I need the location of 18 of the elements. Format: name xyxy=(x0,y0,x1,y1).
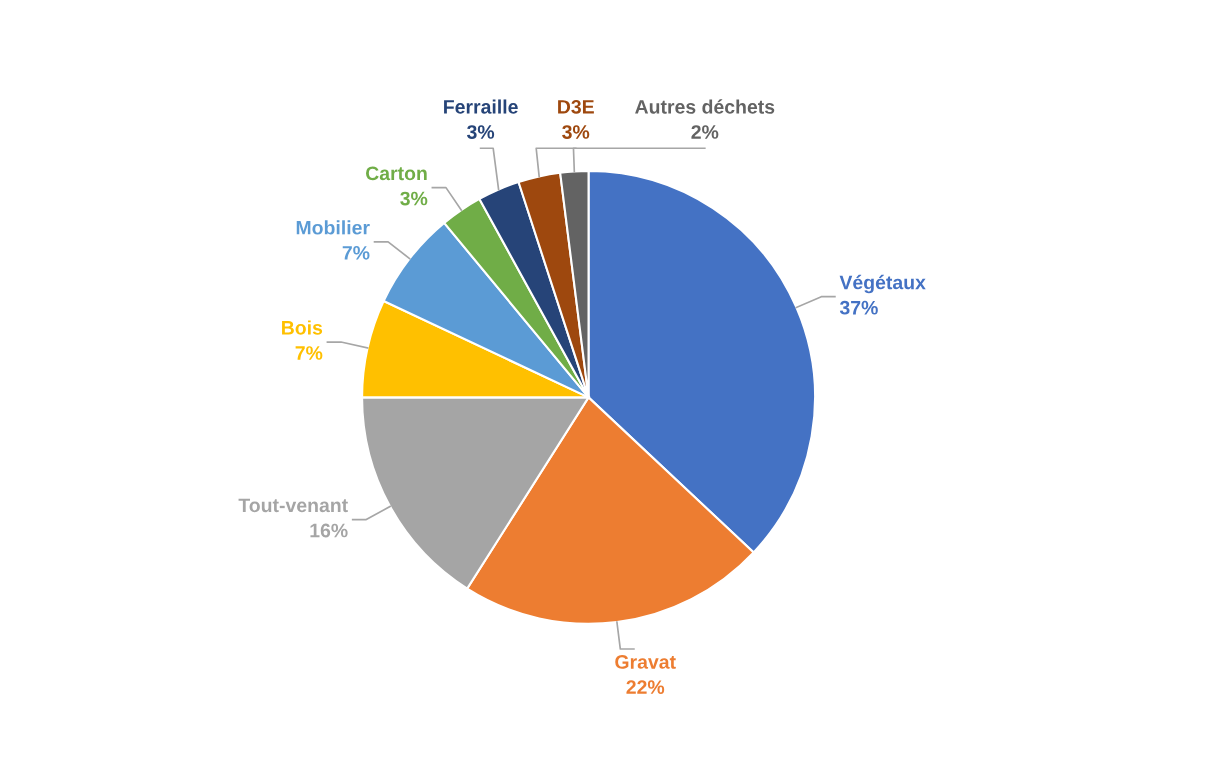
data-label: 16% xyxy=(310,523,348,538)
slice-label: Ferraille xyxy=(444,99,518,114)
data-label: 3% xyxy=(467,125,495,139)
data-label: 22% xyxy=(626,680,665,694)
slice-label: Bois xyxy=(282,320,323,335)
slice-label: D3E xyxy=(558,99,594,114)
data-label: 7% xyxy=(342,246,370,260)
slice-label: Mobilier xyxy=(296,220,370,235)
data-label: 2% xyxy=(691,125,719,139)
slice-label: Tout-venant xyxy=(238,498,348,513)
slice-label: Carton xyxy=(366,166,427,181)
slice-label: Gravat xyxy=(615,655,676,669)
data-label: 7% xyxy=(295,346,323,360)
slice-label: Autres déchets xyxy=(635,99,775,114)
slice-label: Végétaux xyxy=(839,274,926,294)
data-label: 3% xyxy=(562,125,590,139)
data-label: 37% xyxy=(839,300,878,315)
data-label: 3% xyxy=(400,191,428,206)
